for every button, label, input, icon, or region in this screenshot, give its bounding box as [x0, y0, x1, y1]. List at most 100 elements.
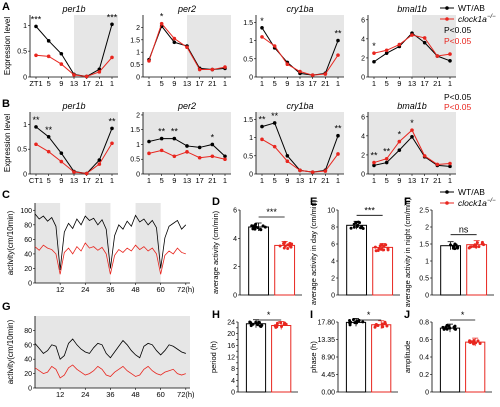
data-point-clock1a [310, 170, 315, 174]
panel-title: bmal1b [397, 4, 427, 14]
data-point-WT/AB [349, 226, 353, 230]
bar-clock1a [371, 324, 392, 393]
data-point-WT/AB [348, 323, 352, 327]
data-point-WT/AB [348, 319, 352, 323]
data-point-WT/AB [34, 24, 38, 29]
y-tick-label: 0 [425, 390, 429, 397]
x-tick-label: 1 [110, 176, 114, 185]
legend-p-red: P<0.05 [444, 36, 471, 46]
legend-marker-wt [445, 190, 449, 194]
x-tick-label: 5 [47, 79, 51, 88]
x-tick-label: 36 [106, 285, 114, 294]
y-tick-label: 2 [361, 55, 365, 62]
data-point-WT/AB [185, 144, 189, 148]
data-point-clock1a [373, 245, 377, 249]
x-tick-label: 1 [372, 176, 376, 185]
significance-mark: ** [334, 29, 342, 39]
x-tick-label: 72(h) [177, 390, 195, 399]
data-point-clock1a [323, 72, 328, 76]
panel-title: per1b [61, 101, 85, 111]
x-tick-label: 13 [183, 176, 191, 185]
y-tick-label: 0.4 [419, 355, 429, 362]
x-tick-label: 21 [321, 79, 329, 88]
y-tick-label: 1.5 [130, 37, 140, 44]
y-tick-label: 0 [361, 75, 365, 82]
significance-mark: ** [258, 115, 266, 125]
data-point-clock1a [172, 36, 177, 41]
x-tick-label: 21 [208, 176, 216, 185]
x-tick-label: 9 [397, 176, 401, 185]
data-point-clock1a [72, 170, 76, 174]
significance-mark: ** [108, 116, 116, 126]
y-tick-label: 6 [361, 17, 365, 24]
data-point-clock1a [46, 54, 51, 59]
data-point-clock1a [410, 128, 414, 132]
data-point-WT/AB [453, 247, 457, 251]
data-point-WT/AB [397, 148, 402, 152]
x-tick-label: 9 [172, 176, 176, 185]
y-tick-label: 20 [227, 331, 235, 338]
data-point-clock1a [278, 244, 282, 248]
y-tick-label: 6 [361, 114, 365, 121]
y-tick-label: 1.5 [419, 242, 429, 249]
y-tick-label: 0 [136, 75, 140, 82]
legend-label-ko-sup: −/− [487, 198, 496, 204]
y-tick-label: 0.5 [130, 157, 140, 164]
panel-title: cry1ba [286, 101, 313, 111]
y-tick-label: 0.5 [243, 56, 253, 63]
data-point-WT/AB [172, 40, 177, 45]
data-point-clock1a [386, 248, 390, 252]
data-point-clock1a [59, 62, 64, 66]
y-tick-label: 2 [136, 112, 140, 119]
y-tick-label: 16 [227, 343, 235, 350]
data-point-clock1a [379, 247, 383, 251]
significance-mark: *** [266, 207, 277, 217]
x-tick-label: 1 [223, 176, 227, 185]
y-tick-label: 1.5 [243, 20, 253, 27]
data-point-WT/AB [34, 125, 38, 129]
y-tick-label: 0.5 [17, 49, 27, 56]
data-point-clock1a [478, 342, 482, 346]
significance-mark: ns [459, 225, 469, 235]
data-point-clock1a [34, 142, 38, 147]
x-tick-label: CT1 [29, 176, 43, 185]
data-point-WT/AB [358, 221, 362, 225]
data-point-clock1a [448, 161, 452, 166]
data-point-WT/AB [258, 227, 262, 231]
bar-WT/AB [440, 245, 462, 296]
x-tick-label: 21 [95, 79, 103, 88]
data-point-WT/AB [46, 39, 51, 43]
significance-mark: * [398, 130, 402, 140]
legend-label-ko: clock1a [458, 14, 487, 24]
data-point-WT/AB [251, 227, 255, 231]
data-point-clock1a [435, 162, 440, 167]
data-point-clock1a [383, 320, 387, 324]
data-point-clock1a [210, 67, 215, 72]
data-point-clock1a [185, 45, 189, 50]
data-point-clock1a [373, 325, 377, 329]
x-tick-label: 9 [172, 79, 176, 88]
panel-title: per2 [177, 4, 196, 14]
x-tick-label: 21 [433, 176, 441, 185]
significance-mark: ** [158, 127, 166, 137]
significance-mark: * [410, 118, 414, 128]
panel-letter-B: B [2, 98, 10, 110]
y-tick-label: 1.5 [243, 117, 253, 124]
x-tick-label: 17 [195, 79, 203, 88]
panel-title: bmal1b [397, 101, 427, 111]
y-tick-label: 0.6 [419, 337, 429, 344]
data-point-clock1a [197, 155, 202, 160]
y-tick-label: 2 [425, 225, 429, 232]
x-tick-label: 17 [308, 176, 316, 185]
y-tick-label: 20 [24, 266, 32, 273]
data-point-WT/AB [384, 160, 389, 165]
data-point-clock1a [84, 171, 89, 176]
y-tick-label: 1 [136, 142, 140, 149]
legend-p-black-b: P<0.05 [444, 92, 471, 102]
x-tick-label: 9 [59, 79, 63, 88]
bar-WT/AB [245, 323, 267, 393]
x-tick-label: 17 [82, 79, 90, 88]
